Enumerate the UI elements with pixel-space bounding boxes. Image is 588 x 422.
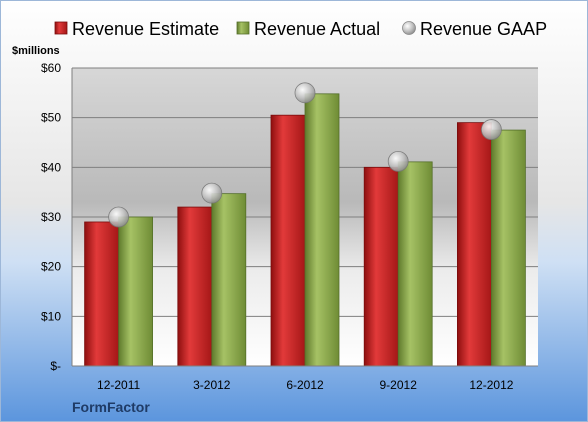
x-tick-label: 9-2012 (380, 378, 418, 392)
marker-revenue-gaap (294, 82, 316, 104)
x-tick-label: 3-2012 (193, 378, 231, 392)
bar-revenue-estimate (84, 221, 119, 367)
legend-swatch (236, 21, 250, 35)
legend-label: Revenue GAAP (420, 19, 547, 39)
legend-marker-gaap (402, 21, 416, 35)
bar-revenue-actual (211, 193, 247, 367)
bar-revenue-estimate (363, 166, 399, 367)
y-tick-label: $20 (41, 260, 61, 274)
y-tick-label: $30 (41, 210, 61, 224)
y-tick-label: $60 (41, 61, 61, 75)
y-tick-label: $- (50, 359, 61, 373)
legend-label: Revenue Estimate (72, 19, 219, 39)
legend-label: Revenue Actual (254, 19, 380, 39)
y-tick-label: $10 (41, 309, 61, 323)
bar-revenue-actual (490, 129, 526, 367)
marker-revenue-gaap (387, 150, 409, 172)
y-tick-label: $40 (41, 160, 61, 174)
bar-revenue-actual (304, 93, 340, 367)
x-tick-label: 12-2012 (469, 378, 513, 392)
bar-revenue-estimate (270, 114, 306, 367)
marker-revenue-gaap (201, 182, 223, 204)
bar-revenue-actual (118, 216, 153, 367)
y-tick-label: $50 (41, 111, 61, 125)
bar-revenue-estimate (456, 122, 492, 367)
x-tick-label: 6-2012 (286, 378, 324, 392)
y-unit-label: $millions (12, 45, 60, 57)
x-tick-label: 12-2011 (97, 378, 140, 392)
bar-revenue-estimate (177, 206, 213, 367)
marker-revenue-gaap (480, 119, 502, 140)
company-label: FormFactor (72, 399, 150, 415)
marker-revenue-gaap (108, 206, 129, 228)
bar-revenue-actual (397, 161, 433, 367)
legend-swatch (54, 21, 68, 35)
